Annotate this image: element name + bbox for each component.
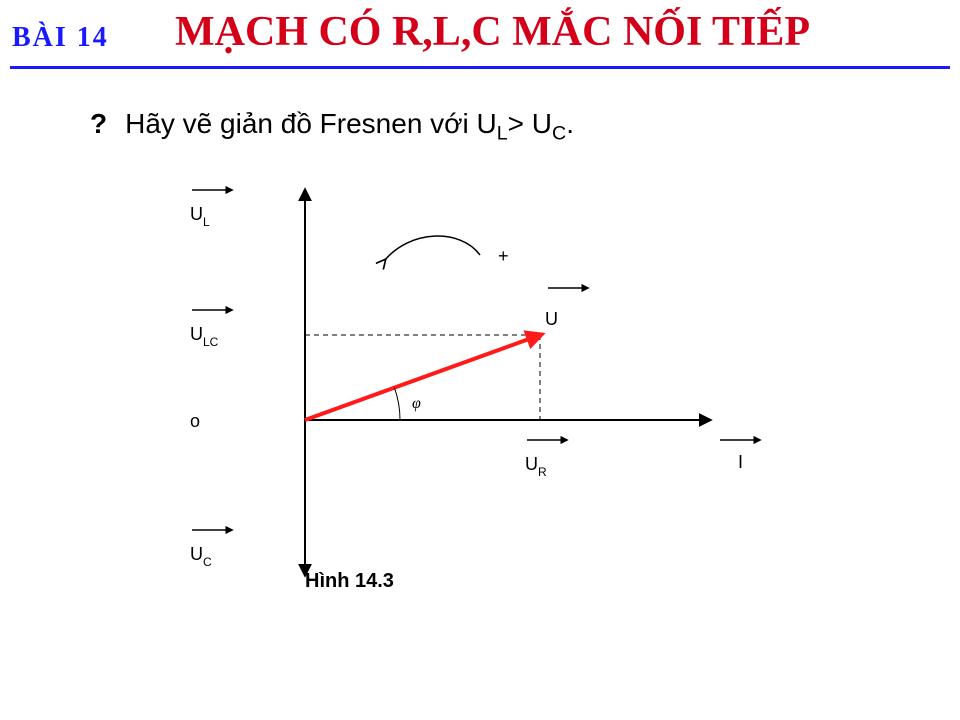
prompt-sub-2: C [552, 123, 566, 145]
fresnel-diagram: φ + o U UL ULC UC UR I [150, 170, 850, 600]
prompt-text-mid: > U [508, 108, 552, 139]
u-vector [305, 335, 540, 420]
figure-caption: Hình 14.3 [305, 570, 394, 593]
rotation-arc [385, 236, 480, 260]
uc-label: UC [190, 544, 212, 569]
phi-arc [394, 388, 400, 420]
u-label: U [545, 309, 558, 329]
divider [10, 66, 950, 69]
i-label: I [738, 452, 743, 472]
question-mark-icon: ? [90, 108, 107, 139]
origin-label: o [190, 411, 200, 431]
phi-label: φ [412, 395, 421, 412]
slide: { "header": { "lesson_tag": "BÀI 14", "t… [0, 0, 960, 720]
page-title: MẠCH CÓ R,L,C MẮC NỐI TIẾP [175, 8, 810, 56]
prompt-text-before: Hãy vẽ giản đồ Fresnen với U [125, 108, 497, 139]
lesson-tag: BÀI 14 [12, 22, 109, 54]
plus-label: + [498, 246, 509, 266]
ulc-label: ULC [190, 324, 219, 349]
prompt-text-after: . [566, 108, 574, 139]
ul-label: UL [190, 204, 210, 229]
question-prompt: ? Hãy vẽ giản đồ Fresnen với UL> UC. [90, 108, 574, 146]
ur-label: UR [525, 454, 547, 479]
prompt-sub-1: L [497, 123, 508, 145]
